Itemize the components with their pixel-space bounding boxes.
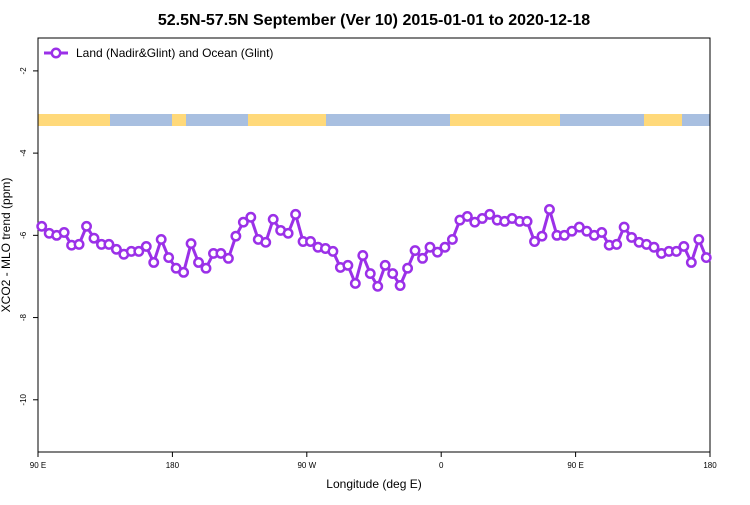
data-point [394,280,406,291]
data-point [245,211,257,223]
data-point [155,233,167,245]
data-point [678,240,690,252]
land-ocean-strip [38,114,710,126]
x-tick-label: 0 [439,461,444,470]
data-point [409,245,421,257]
data-point [282,227,294,239]
data-point [357,250,369,261]
data-point [536,230,548,242]
data-point [133,245,145,257]
data-point [185,238,197,250]
data-point [237,216,249,228]
data-point [140,240,152,252]
data-point [529,236,540,247]
data-point [618,221,630,233]
data-point [305,236,316,247]
x-tick-label: 180 [703,461,717,470]
data-point [648,241,660,253]
data-point [36,220,48,232]
data-point [364,268,376,280]
data-point [446,233,458,245]
data-point [178,266,190,278]
data-point [163,252,175,263]
data-point [88,232,100,244]
y-tick-label: -6 [19,231,28,239]
x-tick-label: 90 E [567,461,583,470]
data-point [110,243,122,255]
data-point [73,238,85,250]
data-point [424,241,436,253]
legend-marker [50,47,62,59]
x-tick-label: 180 [166,461,180,470]
y-tick-label: -4 [19,149,28,157]
data-point [193,257,204,268]
y-tick-label: -10 [19,393,28,405]
data-point [626,231,638,243]
plot-frame [37,37,711,453]
data-point [290,208,302,220]
data-point [349,277,361,289]
data-point [58,227,70,238]
data-point [327,245,339,257]
data-point [148,257,160,268]
data-point [342,259,354,271]
data-point [432,246,443,258]
data-point [267,213,279,225]
data-point [222,252,234,264]
data-point [417,252,428,264]
data-point [596,227,608,238]
data-point [670,245,682,257]
chart-title: 52.5N-57.5N September (Ver 10) 2015-01-0… [158,12,590,29]
legend-label: Land (Nadir&Glint) and Ocean (Glint) [76,46,273,60]
data-point [544,203,555,215]
data-point [230,230,242,242]
data-point [215,247,227,259]
data-point [260,236,272,248]
data-point [200,262,212,274]
data-point [372,280,384,292]
data-point [611,238,623,250]
data-point [387,268,399,280]
y-tick-label: -8 [19,313,28,321]
data-point [484,208,496,220]
data-point [461,210,473,222]
x-tick-label: 90 W [297,461,316,470]
data-point [379,259,391,271]
data-point [700,252,712,263]
data-point [81,220,92,232]
data-point [439,241,451,253]
data-point [521,215,533,227]
data-point [402,262,414,274]
y-tick-label: -2 [19,67,28,75]
data-point [685,257,697,268]
x-axis-label: Longitude (deg E) [326,477,421,491]
y-axis-label: XCO2 - MLO trend (ppm) [0,178,13,313]
x-tick-label: 90 E [30,461,46,470]
data-point [693,233,705,245]
data-point [103,238,115,250]
